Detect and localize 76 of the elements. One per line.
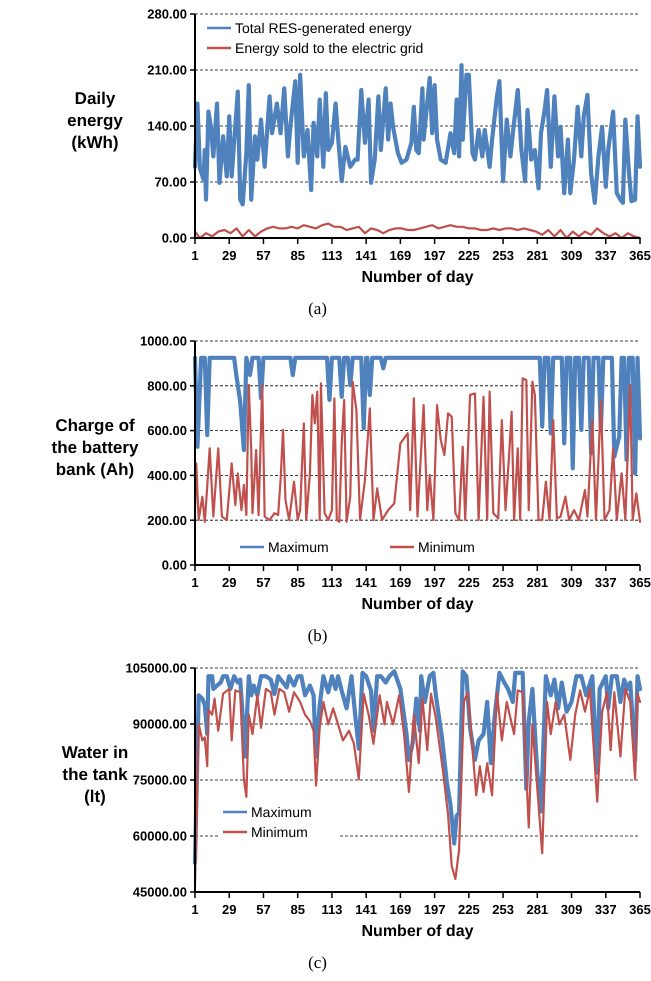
text: (a) (308, 299, 327, 318)
y-tick-label: 45000.00 (132, 884, 187, 900)
y-tick-label: 140.00 (147, 118, 187, 134)
x-tick-label: 253 (492, 575, 514, 590)
text: (c) (308, 953, 327, 972)
x-tick-label: 197 (424, 248, 446, 263)
x-tick-label: 85 (290, 902, 305, 917)
x-tick-label: 141 (355, 902, 378, 917)
x-tick-label: 309 (560, 575, 582, 590)
y-tick-label: 210.00 (147, 62, 187, 78)
x-tick-label: 281 (526, 902, 548, 917)
x-axis-title: Number of day (361, 596, 474, 613)
x-tick-label: 85 (290, 248, 305, 263)
y-tick-label: 105000.00 (126, 660, 187, 676)
y-tick-label: 200.00 (147, 512, 187, 528)
line-series (192, 356, 642, 476)
x-tick-label: 169 (390, 248, 412, 263)
x-tick-label: 141 (355, 575, 378, 590)
legend-label: Energy sold to the electric grid (235, 40, 424, 56)
x-tick-label: 57 (256, 575, 271, 590)
x-tick-label: 113 (321, 902, 342, 917)
x-tick-label: 113 (321, 575, 342, 590)
x-tick-label: 337 (594, 575, 617, 590)
x-tick-label: 141 (355, 248, 378, 263)
x-tick-label: 337 (594, 248, 617, 263)
y-axis-title: Daily energy (kWh) (67, 89, 124, 152)
x-tick-label: 281 (526, 248, 548, 263)
y-tick-label: 90000.00 (132, 716, 187, 732)
line-series (194, 377, 642, 523)
x-tick-label: 169 (390, 902, 412, 917)
y-tick-label: 280.00 (147, 6, 187, 22)
x-tick-label: 85 (290, 575, 305, 590)
line-series (192, 63, 642, 206)
x-tick-label: 29 (222, 575, 236, 590)
y-axis-title: Water in the tank (lt) (62, 743, 128, 806)
y-axis-title: Charge of the battery bank (Ah) (52, 416, 139, 479)
x-tick-label: 1 (191, 902, 199, 917)
y-tick-label: 75000.00 (132, 772, 187, 788)
y-tick-label: 400.00 (147, 468, 187, 483)
x-tick-label: 1 (191, 248, 199, 263)
x-tick-label: 197 (424, 575, 446, 590)
x-tick-label: 1 (191, 575, 199, 590)
x-tick-label: 309 (560, 902, 582, 917)
y-tick-label: 0.00 (162, 230, 187, 246)
x-tick-label: 281 (526, 575, 548, 590)
x-tick-label: 169 (390, 575, 412, 590)
x-tick-label: 29 (222, 902, 236, 917)
y-tick-label: 600.00 (147, 423, 187, 438)
legend-label: Minimum (418, 539, 475, 555)
x-tick-label: 253 (492, 902, 514, 917)
x-axis-title: Number of day (361, 269, 474, 286)
y-tick-label: 800.00 (147, 378, 187, 394)
y-tick-label: 1000.00 (140, 334, 187, 349)
x-tick-label: 337 (594, 902, 617, 917)
x-tick-label: 225 (458, 248, 480, 263)
x-tick-label: 225 (458, 575, 480, 590)
x-tick-label: 57 (256, 248, 271, 263)
y-tick-label: 60000.00 (132, 828, 187, 844)
x-tick-label: 113 (321, 248, 342, 263)
x-tick-label: 253 (492, 248, 514, 263)
legend-label: Maximum (251, 804, 312, 820)
x-tick-label: 365 (629, 902, 651, 917)
legend-label: Maximum (268, 539, 329, 555)
x-tick-label: 309 (560, 248, 582, 263)
x-tick-label: 29 (222, 248, 236, 263)
x-tick-label: 365 (629, 248, 651, 263)
x-axis-title: Number of day (361, 923, 474, 940)
x-tick-label: 225 (458, 902, 480, 917)
legend-label: Total RES-generated energy (235, 20, 412, 36)
x-tick-label: 365 (629, 575, 651, 590)
text: (b) (308, 626, 328, 645)
legend-label: Minimum (251, 824, 308, 840)
y-tick-label: 0.00 (162, 558, 187, 573)
x-tick-label: 57 (256, 902, 271, 917)
x-tick-label: 197 (424, 902, 446, 917)
y-tick-label: 70.00 (154, 174, 187, 190)
